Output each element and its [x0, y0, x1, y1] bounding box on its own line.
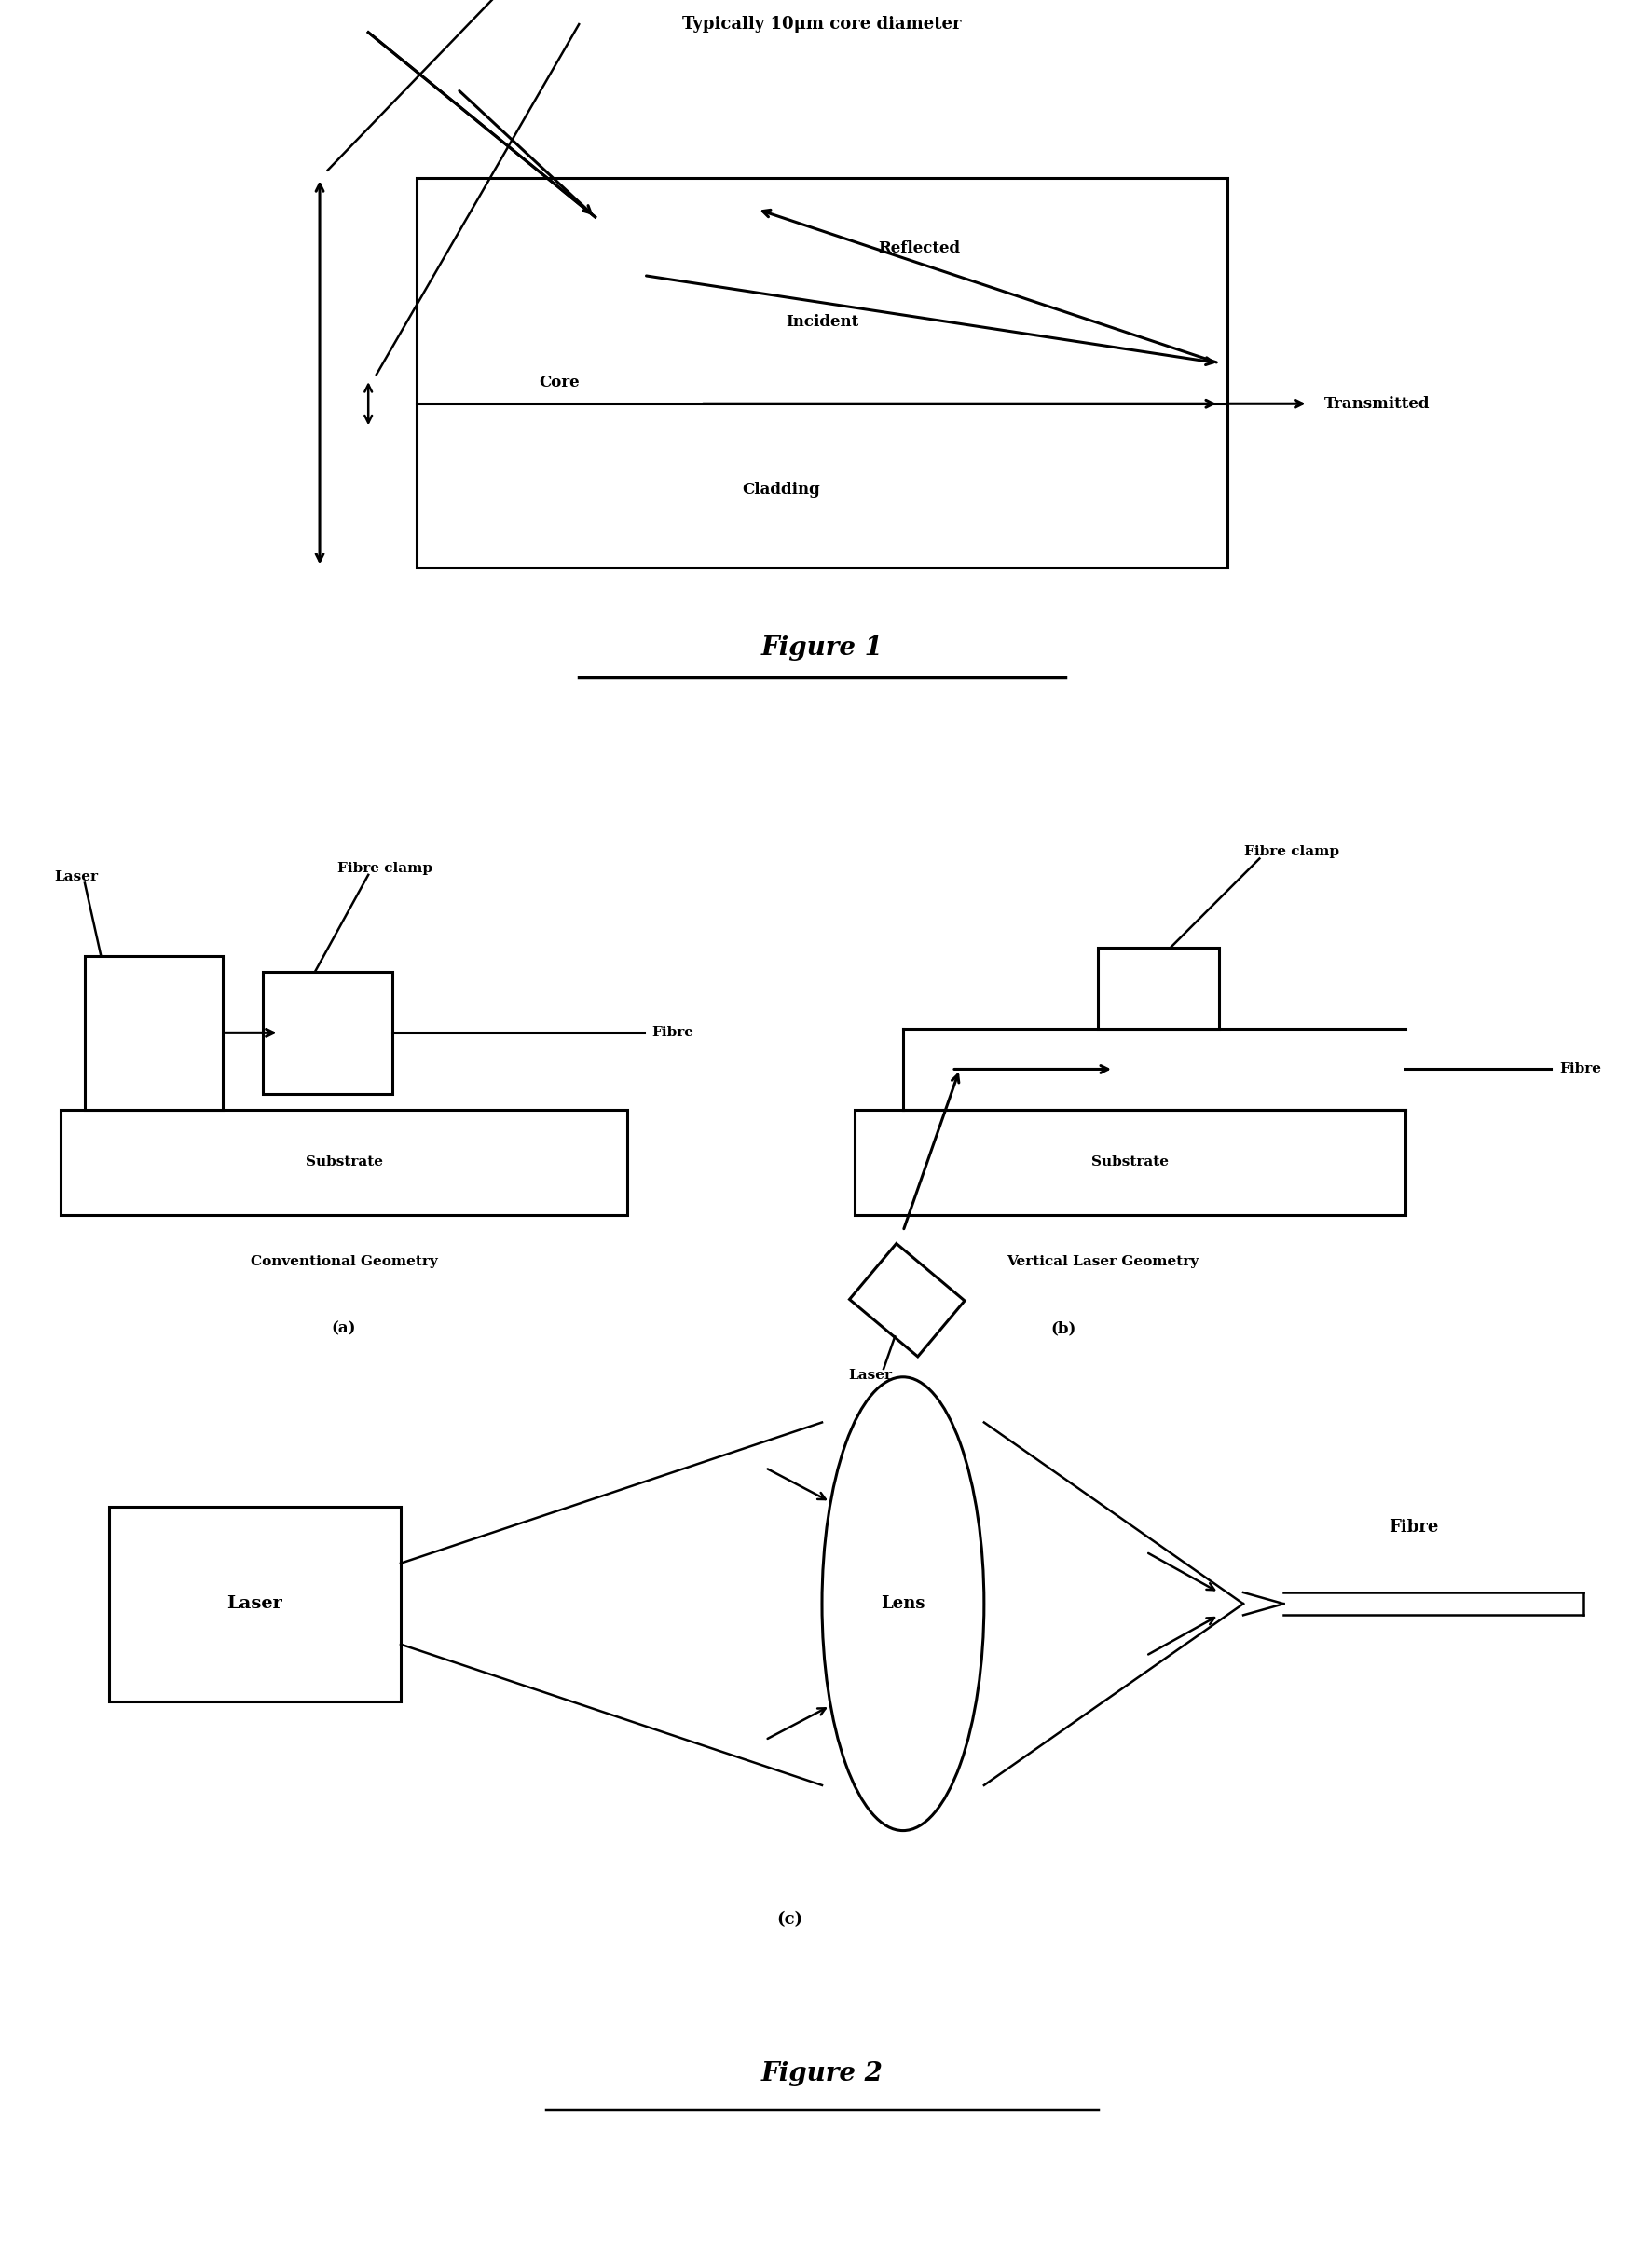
Text: Conventional Geometry: Conventional Geometry: [250, 1256, 437, 1268]
Text: Fibre clamp: Fibre clamp: [337, 862, 432, 875]
Text: Figure 2: Figure 2: [761, 2062, 883, 2087]
Bar: [109, 1506, 401, 1701]
Text: Laser: Laser: [54, 871, 99, 882]
Text: Vertical Laser Geometry: Vertical Laser Geometry: [1006, 1256, 1198, 1268]
Text: Laser: Laser: [227, 1594, 283, 1613]
Text: Typically 10μm core diameter: Typically 10μm core diameter: [682, 16, 962, 32]
Text: Cladding: Cladding: [743, 481, 820, 497]
Text: (b): (b): [1051, 1320, 1077, 1336]
Text: Transmitted: Transmitted: [1325, 397, 1430, 411]
Bar: [855, 1109, 1406, 1216]
Text: Fibre: Fibre: [653, 1025, 694, 1039]
Text: Fibre: Fibre: [1559, 1064, 1601, 1075]
Bar: [263, 973, 393, 1093]
Bar: [85, 955, 222, 1109]
Text: Laser: Laser: [848, 1370, 893, 1381]
Text: Fibre: Fibre: [1389, 1520, 1438, 1535]
Polygon shape: [850, 1243, 965, 1356]
Text: Substrate: Substrate: [306, 1157, 383, 1168]
Text: Incident: Incident: [786, 315, 858, 329]
Text: Substrate: Substrate: [1092, 1157, 1169, 1168]
Text: Reflected: Reflected: [878, 240, 960, 256]
Bar: [61, 1109, 628, 1216]
Text: Figure 1: Figure 1: [761, 635, 883, 660]
Text: Fibre clamp: Fibre clamp: [1245, 846, 1340, 860]
Bar: [1098, 948, 1218, 1030]
Text: (a): (a): [332, 1320, 357, 1336]
Text: (c): (c): [776, 1912, 802, 1928]
Ellipse shape: [822, 1377, 985, 1830]
Bar: [418, 179, 1226, 567]
Text: Core: Core: [539, 374, 579, 390]
Text: Lens: Lens: [881, 1594, 926, 1613]
